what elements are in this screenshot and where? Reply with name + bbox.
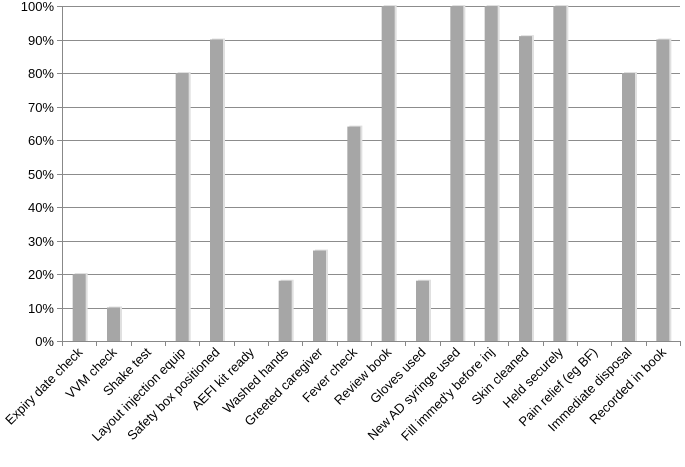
- gridlines: [62, 6, 680, 309]
- bar: [107, 307, 120, 341]
- y-tick-label: 60%: [28, 133, 54, 148]
- y-tick-label: 80%: [28, 66, 54, 81]
- y-tick-label: 10%: [28, 301, 54, 316]
- y-tick-label: 90%: [28, 33, 54, 48]
- bar: [381, 6, 395, 341]
- bars: [72, 5, 672, 342]
- axes: [57, 6, 681, 346]
- y-tick-label: 0%: [35, 334, 54, 349]
- bar: [416, 280, 429, 341]
- bar: [72, 274, 86, 341]
- y-tick-labels: 0% 10% 20% 30% 40% 50% 60% 70% 80% 90% 100%: [21, 0, 55, 349]
- bar: [553, 6, 567, 341]
- bar: [484, 6, 498, 341]
- bar: [210, 39, 223, 341]
- y-tick-label: 40%: [28, 200, 54, 215]
- y-tick-label: 50%: [28, 167, 54, 182]
- bar: [347, 126, 361, 341]
- bar: [450, 6, 464, 341]
- bar: [656, 39, 670, 341]
- y-tick-label: 30%: [28, 234, 54, 249]
- bar: [175, 73, 189, 341]
- y-tick-label: 70%: [28, 100, 54, 115]
- y-tick-label: 100%: [21, 0, 55, 14]
- bar: [622, 73, 635, 341]
- bar: [278, 280, 292, 341]
- bar: [519, 36, 532, 342]
- y-tick-label: 20%: [28, 267, 54, 282]
- bar: [313, 250, 326, 341]
